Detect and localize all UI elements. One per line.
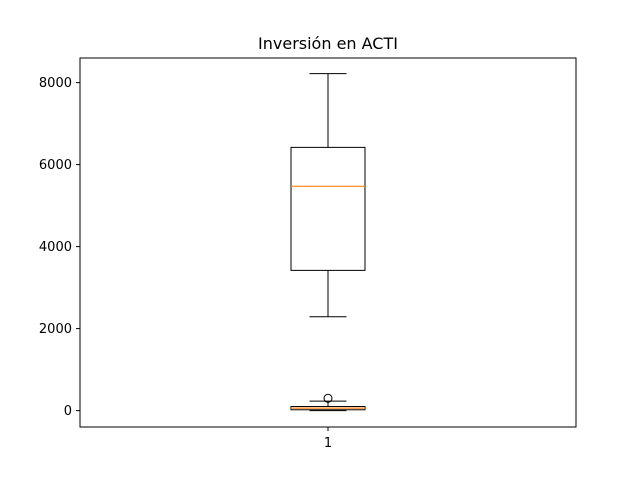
- x-axis: 1: [324, 427, 332, 451]
- chart-title: Inversión en ACTI: [258, 34, 398, 53]
- y-tick-label: 6000: [39, 158, 72, 173]
- y-tick-label: 2000: [39, 322, 72, 337]
- y-tick-label: 8000: [39, 76, 72, 91]
- y-tick-label: 0: [64, 404, 72, 419]
- boxes-group: [290, 73, 366, 412]
- x-tick-label: 1: [324, 436, 332, 451]
- outlier-point: [323, 393, 333, 403]
- y-axis: 0 2000 4000 6000 8000: [39, 76, 80, 419]
- box: [290, 146, 366, 271]
- y-tick-label: 4000: [39, 240, 72, 255]
